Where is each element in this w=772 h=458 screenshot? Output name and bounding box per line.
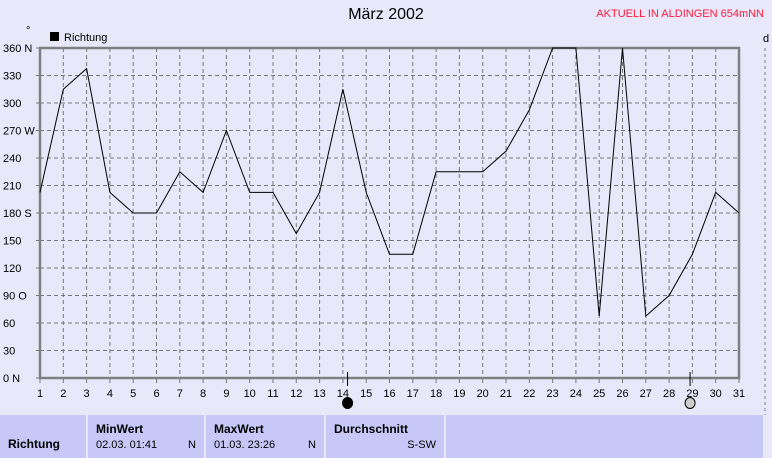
x-tick-label: 30 bbox=[710, 388, 722, 400]
data-point bbox=[668, 294, 671, 297]
x-tick-label: 23 bbox=[546, 388, 558, 400]
data-point bbox=[714, 191, 717, 194]
data-point bbox=[738, 212, 741, 215]
data-point bbox=[574, 47, 577, 50]
legend-label: Richtung bbox=[64, 32, 107, 44]
data-point bbox=[62, 88, 65, 91]
data-point bbox=[248, 191, 251, 194]
x-tick-label: 14 bbox=[337, 388, 349, 400]
max-label: MaxWert bbox=[214, 422, 264, 436]
data-point bbox=[481, 170, 484, 173]
y-tick-label: 30 bbox=[3, 346, 15, 358]
data-point bbox=[295, 232, 298, 235]
max-date: 01.03. 23:26 bbox=[214, 439, 276, 451]
data-point bbox=[598, 315, 601, 318]
chart-title: März 2002 bbox=[348, 6, 424, 23]
data-point bbox=[621, 47, 624, 50]
data-point bbox=[435, 170, 438, 173]
min-value: N bbox=[188, 439, 196, 451]
x-tick-label: 19 bbox=[453, 388, 465, 400]
avg-label: Durchschnitt bbox=[334, 422, 409, 436]
y-tick-label: 150 bbox=[3, 236, 21, 248]
data-point bbox=[85, 67, 88, 70]
data-point bbox=[644, 315, 647, 318]
x-tick-label: 18 bbox=[430, 388, 442, 400]
y-tick-label: 60 bbox=[3, 318, 15, 330]
data-point bbox=[691, 253, 694, 256]
x-tick-label: 31 bbox=[733, 388, 745, 400]
min-date: 02.03. 01:41 bbox=[96, 439, 158, 451]
x-tick-label: 27 bbox=[640, 388, 652, 400]
data-point bbox=[458, 170, 461, 173]
y-tick-label: 180 S bbox=[3, 208, 32, 220]
x-tick-label: 15 bbox=[360, 388, 372, 400]
x-tick-label: 4 bbox=[107, 388, 113, 400]
y-tick-label: 90 O bbox=[3, 291, 27, 303]
unit-symbol: ° bbox=[26, 25, 30, 37]
series-line-richtung bbox=[39, 47, 740, 318]
y-tick-label: 120 bbox=[3, 263, 21, 275]
x-tick-label: 20 bbox=[477, 388, 489, 400]
data-point bbox=[528, 108, 531, 111]
y-tick-label: 330 bbox=[3, 71, 21, 83]
x-tick-label: 25 bbox=[593, 388, 605, 400]
right-axis-label: d bbox=[763, 33, 769, 45]
y-tick-label: 0 N bbox=[3, 373, 20, 385]
x-tick-label: 22 bbox=[523, 388, 535, 400]
x-tick-label: 7 bbox=[177, 388, 183, 400]
data-point bbox=[505, 150, 508, 153]
data-point bbox=[551, 47, 554, 50]
x-tick-label: 29 bbox=[686, 388, 698, 400]
y-tick-label: 210 bbox=[3, 181, 21, 193]
x-tick-label: 12 bbox=[290, 388, 302, 400]
data-point bbox=[272, 191, 275, 194]
data-point bbox=[411, 253, 414, 256]
x-tick-label: 11 bbox=[267, 388, 278, 400]
x-tick-label: 16 bbox=[383, 388, 395, 400]
data-point bbox=[365, 191, 368, 194]
y-tick-label: 300 bbox=[3, 98, 21, 110]
station-label: AKTUELL IN ALDINGEN 654mNN bbox=[596, 8, 764, 20]
avg-value: S-SW bbox=[407, 439, 436, 451]
y-tick-label: 270 W bbox=[3, 126, 35, 138]
legend-swatch bbox=[50, 32, 59, 41]
data-point bbox=[178, 170, 181, 173]
y-tick-label: 360 N bbox=[3, 43, 32, 55]
data-point bbox=[39, 191, 42, 194]
data-point bbox=[225, 129, 228, 132]
x-tick-label: 24 bbox=[570, 388, 582, 400]
x-tick-label: 13 bbox=[313, 388, 325, 400]
x-tick-label: 10 bbox=[244, 388, 256, 400]
x-tick-label: 6 bbox=[153, 388, 159, 400]
x-tick-label: 3 bbox=[84, 388, 90, 400]
data-point bbox=[202, 191, 205, 194]
summary-panel: Richtung MinWert 02.03. 01:41 N MaxWert 0… bbox=[0, 415, 763, 458]
x-tick-label: 1 bbox=[37, 388, 43, 400]
x-tick-label: 21 bbox=[500, 388, 512, 400]
new-moon-icon bbox=[684, 397, 696, 409]
data-point bbox=[108, 191, 111, 194]
data-point bbox=[388, 253, 391, 256]
x-tick-label: 26 bbox=[616, 388, 628, 400]
data-point bbox=[155, 212, 158, 215]
data-point bbox=[341, 88, 344, 91]
x-tick-label: 9 bbox=[223, 388, 229, 400]
data-point bbox=[318, 191, 321, 194]
x-tick-label: 2 bbox=[60, 388, 66, 400]
x-tick-label: 5 bbox=[130, 388, 136, 400]
min-label: MinWert bbox=[96, 422, 144, 436]
max-value: N bbox=[308, 439, 316, 451]
x-tick-label: 8 bbox=[200, 388, 206, 400]
full-moon-icon bbox=[342, 397, 354, 409]
x-tick-label: 17 bbox=[407, 388, 419, 400]
summary-row-label: Richtung bbox=[0, 415, 88, 458]
data-point bbox=[132, 212, 135, 215]
y-tick-label: 240 bbox=[3, 153, 21, 165]
x-tick-label: 28 bbox=[663, 388, 675, 400]
